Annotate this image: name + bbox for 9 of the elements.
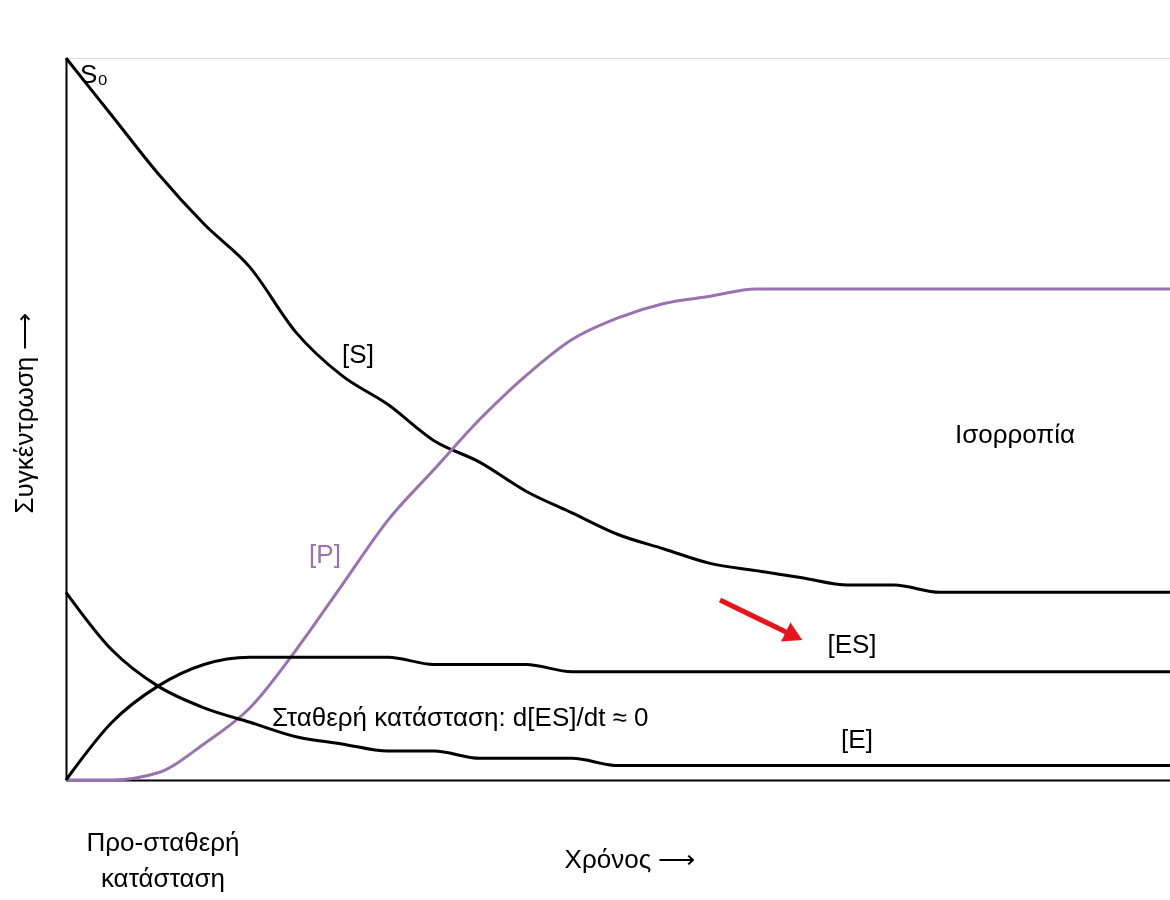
annotation: Σταθερή κατάσταση: d[ES]/dt ≈ 0: [272, 702, 649, 732]
x-axis-title: Χρόνος ⟶: [564, 844, 696, 874]
series-label: [E]: [841, 724, 873, 754]
text: Προ-σταθερή κατάσταση: [86, 827, 240, 893]
annotation: Ισορροπία: [954, 419, 1076, 449]
series-label: [ES]: [827, 629, 877, 659]
series-label: [S]: [342, 339, 374, 369]
y-axis-title: Συγκέντρωση ⟶: [9, 312, 39, 514]
series-label: [P]: [309, 539, 341, 569]
